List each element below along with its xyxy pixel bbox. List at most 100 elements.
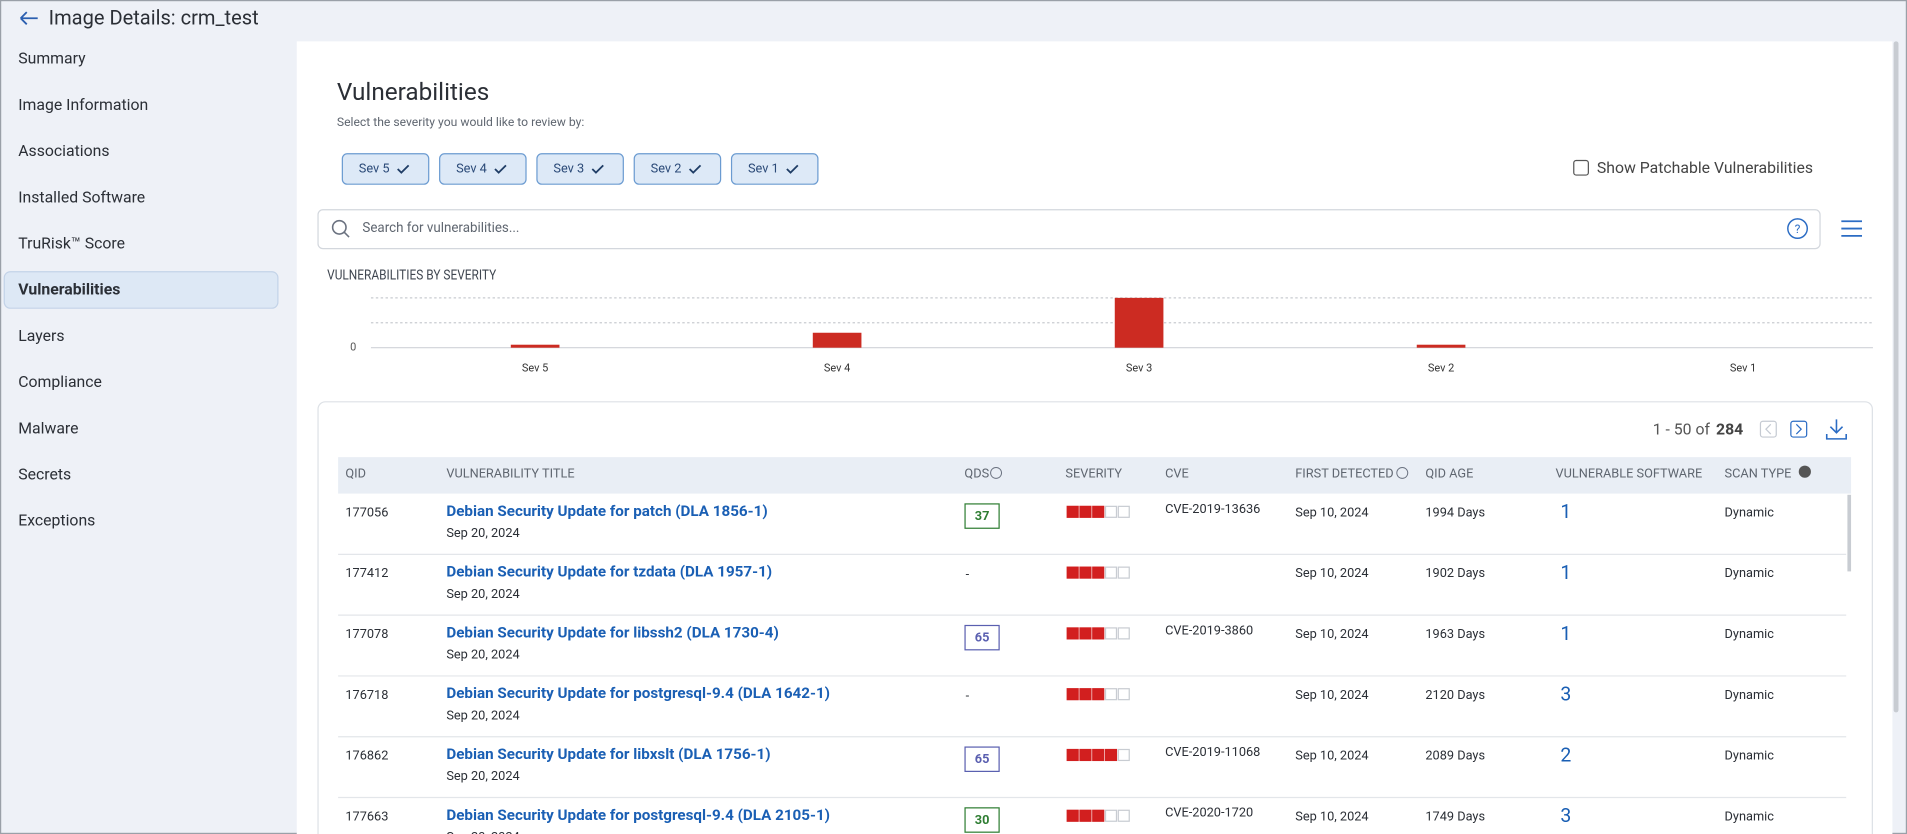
severity-square [1104, 809, 1118, 822]
severity-filter[interactable] [633, 153, 722, 185]
sidebar-item[interactable]: Malware [18, 418, 78, 437]
severity-filter[interactable] [536, 153, 624, 185]
x-tick-label: Sev 1 [1730, 361, 1756, 374]
search-icon [331, 219, 347, 235]
severity-square [1117, 505, 1130, 518]
sidebar-item[interactable]: Layers [18, 326, 64, 345]
bar [510, 344, 560, 348]
download-icon[interactable] [1825, 419, 1847, 440]
vuln-title[interactable]: Debian Security Update for patch (DLA 18… [446, 502, 767, 520]
severity-square [1104, 627, 1118, 640]
severity-meter [1066, 809, 1130, 822]
filter-label: Sev 3 [553, 161, 584, 176]
qid: 177056 [345, 505, 388, 520]
scan-type: Dynamic [1725, 688, 1775, 703]
vuln-date: Sep 20, 2024 [446, 708, 519, 723]
cve: CVE-2019-11068 [1165, 745, 1260, 760]
severity-filter[interactable] [439, 153, 527, 185]
severity-square [1104, 566, 1118, 579]
severity-square [1066, 566, 1079, 579]
check-icon [591, 164, 604, 174]
bar [1114, 297, 1164, 348]
severity-square [1066, 748, 1079, 762]
severity-filter[interactable] [730, 153, 819, 185]
column-header: QID [345, 467, 366, 482]
severity-square [1117, 627, 1130, 640]
check-icon [494, 164, 507, 174]
table-scrollbar [1847, 494, 1852, 572]
severity-square [1092, 505, 1105, 518]
vulnerable-software[interactable]: 2 [1560, 743, 1571, 766]
scan-type: Dynamic [1725, 809, 1775, 824]
qds: 65 [975, 752, 990, 767]
severity-square [1066, 688, 1079, 701]
first-detected: Sep 10, 2024 [1295, 627, 1368, 642]
severity-filter[interactable] [341, 153, 430, 185]
vuln-title[interactable]: Debian Security Update for tzdata (DLA 1… [446, 563, 772, 581]
severity-meter [1066, 748, 1130, 762]
patchable-checkbox[interactable] [1573, 159, 1589, 176]
column-header: FIRST DETECTED [1295, 467, 1393, 482]
qds: - [966, 689, 970, 704]
scan-type: Dynamic [1725, 749, 1775, 764]
qid: 177078 [345, 627, 388, 642]
sidebar-item[interactable]: Installed Software [18, 187, 145, 206]
severity-square [1079, 748, 1092, 762]
sidebar-item[interactable]: Secrets [18, 465, 71, 484]
menu-icon[interactable] [1841, 220, 1863, 237]
qid: 177663 [345, 809, 388, 824]
scan-type: Dynamic [1725, 566, 1775, 581]
column-header: VULNERABLE SOFTWARE [1556, 467, 1703, 482]
column-header: CVE [1165, 467, 1189, 482]
vuln-title[interactable]: Debian Security Update for postgresql-9.… [446, 684, 830, 702]
search-box[interactable] [317, 209, 1821, 250]
sidebar-item[interactable]: Exceptions [18, 511, 95, 530]
first-detected: Sep 10, 2024 [1295, 505, 1368, 520]
severity-square [1117, 748, 1130, 762]
section-title: Vulnerabilities [337, 77, 489, 106]
sidebar-item[interactable]: Summary [18, 49, 86, 68]
cve: CVE-2020-1720 [1165, 806, 1253, 821]
qid-age: 1902 Days [1425, 566, 1485, 581]
severity-square [1092, 566, 1105, 579]
x-tick-label: Sev 4 [824, 361, 850, 374]
filter-label: Sev 5 [359, 161, 390, 176]
vulnerable-software[interactable]: 3 [1560, 804, 1571, 827]
help-icon-glyph: ? [1795, 222, 1801, 236]
severity-square [1079, 627, 1092, 640]
back-arrow[interactable] [20, 11, 38, 25]
first-detected: Sep 10, 2024 [1295, 749, 1368, 764]
patchable-label[interactable]: Show Patchable Vulnerabilities [1597, 158, 1813, 177]
scrollbar [1893, 41, 1899, 713]
vulnerable-software[interactable]: 1 [1560, 500, 1571, 523]
vulnerable-software[interactable]: 3 [1560, 683, 1571, 706]
table-card [317, 401, 1873, 834]
qid-age: 2089 Days [1425, 749, 1485, 764]
next-page[interactable] [1790, 420, 1808, 438]
qds: 65 [975, 631, 990, 646]
pagination-total: 284 [1716, 420, 1743, 439]
sidebar-item[interactable]: Compliance [18, 372, 102, 391]
bar [1416, 344, 1466, 348]
column-header: SEVERITY [1065, 467, 1122, 482]
sidebar-item[interactable]: Image Information [18, 95, 148, 114]
scan-type: Dynamic [1725, 627, 1775, 642]
vuln-title[interactable]: Debian Security Update for postgresql-9.… [446, 806, 830, 824]
first-detected: Sep 10, 2024 [1295, 566, 1368, 581]
severity-square [1092, 627, 1105, 640]
column-header: SCAN TYPE [1725, 467, 1792, 482]
severity-square [1104, 505, 1118, 518]
qds: 30 [975, 813, 990, 828]
sidebar-item[interactable]: TruRisk™ Score [18, 234, 125, 253]
column-header: VULNERABILITY TITLE [446, 467, 574, 482]
sidebar-item[interactable]: Associations [18, 141, 109, 160]
help-icon[interactable] [1787, 218, 1809, 240]
vuln-title[interactable]: Debian Security Update for libxslt (DLA … [446, 745, 770, 763]
severity-square [1092, 688, 1105, 701]
check-icon [397, 164, 410, 174]
vulnerable-software[interactable]: 1 [1560, 622, 1571, 645]
prev-page[interactable] [1759, 420, 1777, 438]
sidebar-item[interactable]: Vulnerabilities [18, 280, 120, 299]
vulnerable-software[interactable]: 1 [1560, 561, 1571, 584]
vuln-title[interactable]: Debian Security Update for libssh2 (DLA … [446, 623, 779, 641]
